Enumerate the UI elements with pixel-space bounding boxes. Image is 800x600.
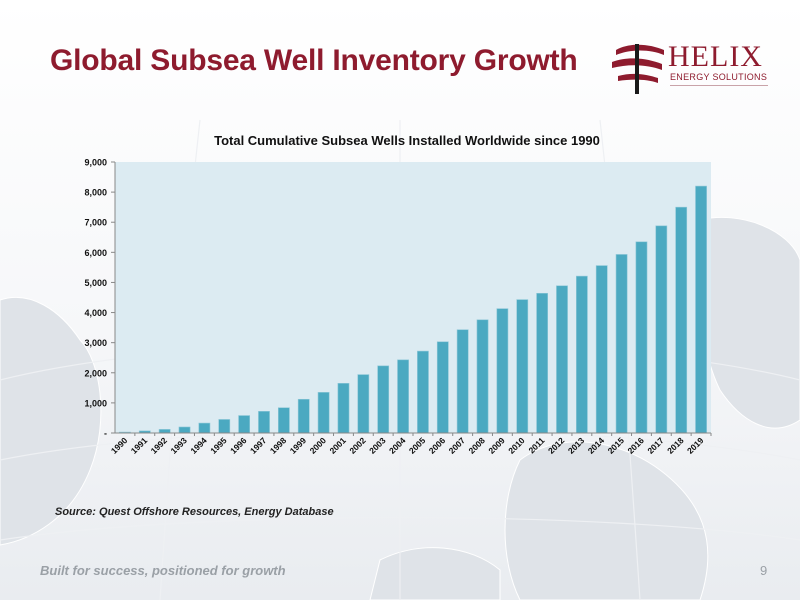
bar-2001 [337, 383, 350, 434]
x-tick-label: 2007 [447, 435, 468, 456]
logo-underline [670, 85, 768, 86]
bars [119, 185, 707, 434]
x-tick-label: 1990 [109, 435, 130, 456]
x-tick-label: 1992 [149, 435, 170, 456]
bar-1998 [278, 407, 290, 434]
helix-icon [612, 44, 664, 94]
x-tick-label: 2015 [606, 435, 627, 456]
bar-2008 [476, 319, 489, 434]
x-tick-label: 1998 [268, 435, 289, 456]
bar-2018 [675, 206, 688, 434]
bar-1994 [198, 422, 211, 434]
x-tick-label: 1991 [129, 435, 150, 456]
bar-1995 [218, 419, 231, 434]
y-tick-label: 8,000 [84, 188, 107, 198]
y-tick-label: - [104, 429, 107, 439]
x-tick-label: 1995 [208, 435, 229, 456]
bar-1992 [158, 429, 171, 434]
x-tick-label: 2001 [327, 435, 348, 456]
x-tick-label: 2017 [645, 435, 666, 456]
source-note: Source: Quest Offshore Resources, Energy… [55, 506, 334, 518]
x-tick-label: 1997 [248, 435, 269, 456]
page-title: Global Subsea Well Inventory Growth [50, 44, 578, 77]
bar-1999 [297, 398, 310, 434]
x-tick-label: 2011 [526, 435, 546, 455]
x-tick-label: 2009 [486, 435, 507, 456]
y-tick-label: 4,000 [84, 308, 107, 318]
y-tick-label: 2,000 [84, 368, 107, 378]
y-axis: - 1,000 2,000 3,000 4,000 5,000 6,000 7,000 8,00… [84, 158, 116, 439]
bar-2011 [536, 292, 548, 434]
bar-2019 [695, 185, 707, 434]
bar-2017 [655, 225, 668, 434]
x-tick-label: 2005 [407, 435, 428, 456]
y-tick-label: 5,000 [84, 278, 107, 288]
bar-chart: Total Cumulative Subsea Wells Installed … [84, 133, 712, 456]
bar-2002 [357, 374, 370, 434]
bar-1993 [178, 426, 191, 434]
helix-logo: HELIX ENERGY SOLUTIONS [606, 38, 786, 98]
x-tick-label: 2014 [586, 435, 607, 456]
bar-2010 [516, 299, 529, 434]
plot-area [115, 162, 711, 433]
y-tick-label: 3,000 [84, 338, 107, 348]
bar-2014 [595, 265, 608, 434]
x-tick-label: 2002 [347, 435, 368, 456]
x-tick-label: 1993 [168, 435, 189, 456]
x-tick-label: 2003 [367, 435, 388, 456]
y-tick-label: 7,000 [84, 218, 107, 228]
logo-name: HELIX [668, 40, 763, 73]
bar-2012 [556, 285, 568, 434]
x-tick-label: 2006 [427, 435, 448, 456]
x-tick-label: 2008 [466, 435, 487, 456]
x-tick-label: 2018 [665, 435, 686, 456]
bar-2009 [496, 308, 509, 434]
bar-2006 [436, 341, 449, 434]
x-tick-label: 2010 [506, 435, 527, 456]
bar-2000 [317, 392, 330, 434]
x-tick-label: 1994 [188, 435, 209, 456]
logo-subtitle: ENERGY SOLUTIONS [670, 72, 768, 82]
x-tick-label: 2019 [685, 435, 706, 456]
y-tick-label: 1,000 [84, 398, 107, 408]
bar-1996 [238, 415, 250, 434]
x-tick-label: 2013 [566, 435, 587, 456]
x-tick-label: 2004 [387, 435, 408, 456]
bar-1997 [258, 411, 270, 434]
bar-2016 [635, 241, 648, 434]
chart-title: Total Cumulative Subsea Wells Installed … [214, 133, 600, 148]
y-tick-label: 9,000 [84, 158, 107, 168]
bar-2003 [377, 365, 390, 434]
bar-2005 [417, 350, 429, 434]
bar-2004 [397, 359, 409, 434]
x-tick-label: 2012 [546, 435, 567, 456]
x-tick-label: 1996 [228, 435, 249, 456]
y-tick-label: 6,000 [84, 248, 107, 258]
x-tick-label: 2016 [625, 435, 646, 456]
page-number: 9 [760, 563, 768, 578]
bar-2007 [456, 329, 469, 434]
x-tick-label: 2000 [308, 435, 329, 456]
bar-2013 [576, 275, 588, 434]
x-axis: 1990 1991 1992 1993 1994 1995 1996 1997 1998 1999… [109, 432, 712, 456]
bar-2015 [615, 254, 628, 434]
footer-tagline: Built for success, positioned for growth [40, 563, 286, 578]
x-tick-label: 1999 [288, 435, 309, 456]
